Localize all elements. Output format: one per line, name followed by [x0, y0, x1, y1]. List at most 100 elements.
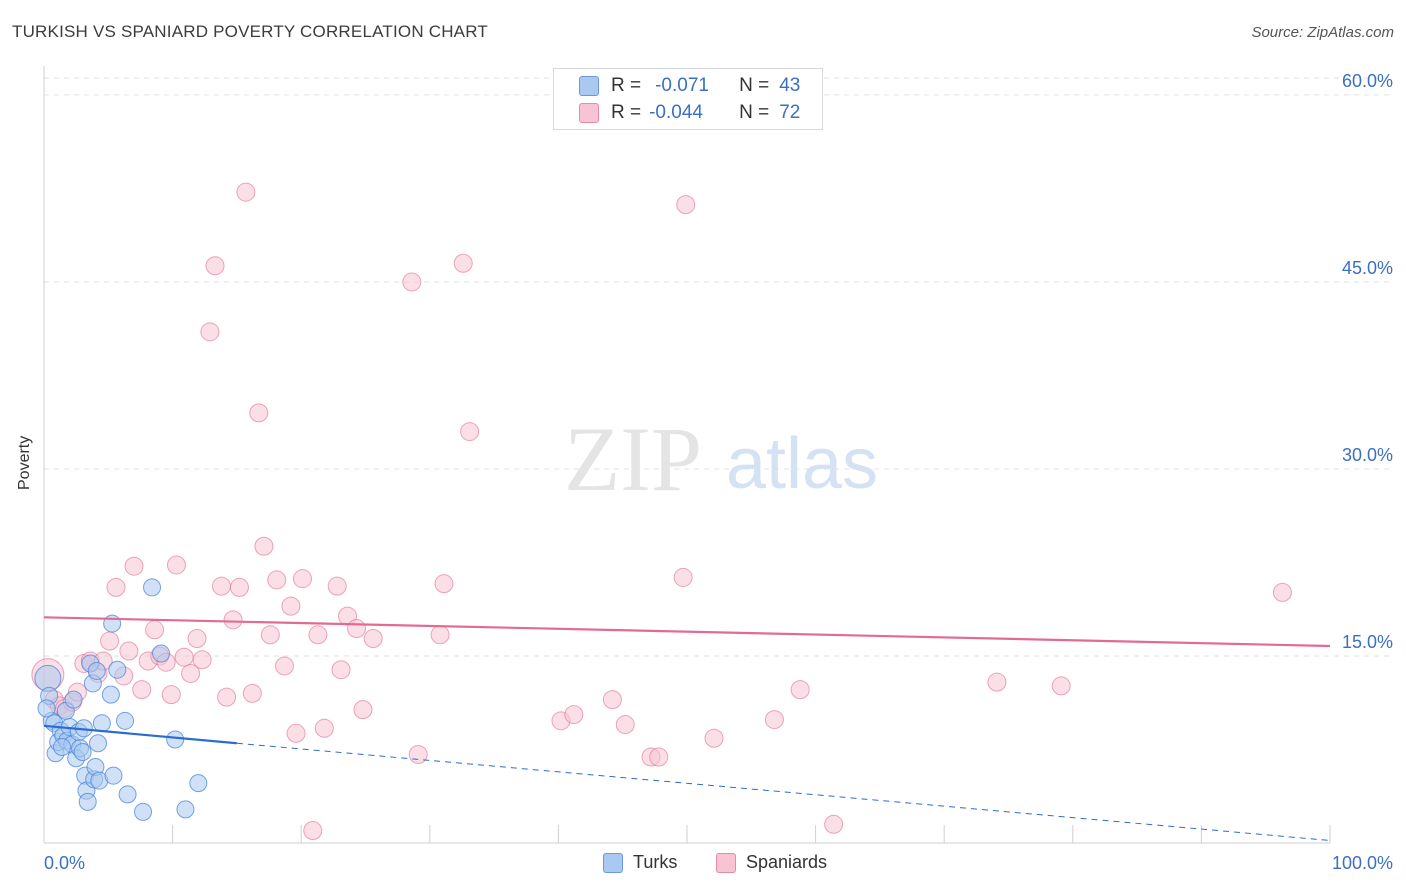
- turks-point: [103, 614, 122, 633]
- legend-r-label: R =: [611, 75, 642, 96]
- legend-n-value: 72: [779, 102, 801, 123]
- y-tick-label: 15.0%: [1342, 632, 1393, 652]
- spaniards-point: [286, 723, 306, 743]
- spaniards-point: [229, 577, 249, 597]
- turks-point: [37, 699, 56, 718]
- spaniards-point: [211, 576, 231, 596]
- watermark-atlas: atlas: [726, 424, 878, 504]
- legend-r-label: R =: [611, 102, 642, 123]
- grid-lines: [44, 77, 1393, 657]
- spaniards-point: [331, 660, 351, 680]
- legend-swatch-turks: [603, 852, 623, 873]
- spaniards-point: [100, 631, 120, 651]
- legend-row-spaniards: R = -0.044 N = 72: [554, 100, 800, 126]
- spaniards-point: [217, 687, 237, 707]
- spaniards-point: [260, 625, 280, 645]
- spaniards-point: [124, 556, 144, 576]
- spaniards-point: [790, 680, 810, 700]
- series-legend: Turks Spaniards: [0, 852, 1406, 878]
- turks-point: [64, 690, 83, 709]
- spaniards-point: [564, 705, 584, 725]
- chart-title: TURKISH VS SPANIARD POVERTY CORRELATION …: [12, 22, 488, 41]
- legend-item-turks[interactable]: Turks: [603, 852, 677, 873]
- x-tick-label: 0.0%: [44, 853, 85, 873]
- legend-n-value: 43: [779, 75, 801, 96]
- correlation-legend: R = -0.071 N = 43 R = -0.044 N = 72: [553, 68, 823, 130]
- tick-labels: 15.0% 30.0% 45.0% 60.0% 0.0% 100.0%: [44, 71, 1393, 873]
- spaniards-point: [453, 253, 473, 273]
- spaniards-point: [353, 700, 373, 720]
- legend-row-turks: R = -0.071 N = 43: [554, 73, 800, 99]
- spaniards-point: [166, 555, 186, 575]
- turks-point: [152, 644, 171, 663]
- spaniards-point: [615, 715, 635, 735]
- turks-point: [104, 766, 123, 785]
- y-tick-label: 60.0%: [1342, 71, 1393, 91]
- spaniards-point: [460, 422, 480, 442]
- spaniards-point: [430, 625, 450, 645]
- turks-point: [78, 792, 97, 811]
- watermark-zip: ZIP: [564, 408, 702, 510]
- spaniards-point: [602, 690, 622, 710]
- turks-point: [101, 685, 120, 704]
- spaniards-point: [1051, 676, 1071, 696]
- y-tick-label: 45.0%: [1342, 258, 1393, 278]
- spaniards-point: [119, 641, 139, 661]
- spaniards-point: [987, 672, 1007, 692]
- turks-point: [92, 714, 111, 733]
- legend-swatch-turks: [579, 76, 599, 96]
- turks-trend-extension: [236, 742, 1331, 842]
- spaniards-point: [106, 577, 126, 597]
- spaniards-point: [145, 620, 165, 640]
- trend-lines: [43, 616, 1331, 842]
- source-note: Source: ZipAtlas.com: [1251, 24, 1394, 41]
- spaniards-point: [236, 182, 256, 202]
- spaniards-point: [408, 744, 428, 764]
- turks-point: [53, 737, 72, 756]
- spaniards-point: [764, 710, 784, 730]
- turks-point: [108, 660, 127, 679]
- turks-point: [87, 661, 106, 680]
- spaniards-point: [281, 596, 301, 616]
- spaniards-trend-line: [43, 616, 1331, 648]
- spaniards-point: [308, 625, 328, 645]
- legend-item-spaniards[interactable]: Spaniards: [716, 852, 827, 873]
- spaniards-point: [824, 814, 844, 834]
- spaniards-point: [267, 570, 287, 590]
- spaniards-point: [673, 567, 693, 587]
- turks-point: [166, 730, 185, 749]
- spaniards-point: [327, 576, 347, 596]
- legend-swatch-spaniards: [716, 852, 736, 873]
- spaniards-point: [649, 747, 669, 767]
- spaniards-point: [174, 647, 194, 667]
- legend-n-label: N =: [739, 102, 770, 123]
- turks-point: [134, 802, 153, 821]
- spaniards-point: [161, 685, 181, 705]
- spaniards-point: [254, 536, 274, 556]
- legend-r-value: -0.044: [649, 102, 703, 123]
- spaniards-point: [132, 680, 152, 700]
- legend-label-turks: Turks: [633, 852, 678, 872]
- spaniards-point: [249, 403, 269, 423]
- legend-n-label: N =: [739, 75, 770, 96]
- watermark: ZIP atlas: [564, 408, 878, 510]
- legend-r-value: -0.071: [655, 75, 709, 96]
- spaniards-point: [200, 322, 220, 342]
- spaniards-point: [223, 610, 243, 630]
- legend-swatch-spaniards: [579, 103, 599, 123]
- turks-point: [176, 800, 195, 819]
- spaniards-point: [274, 656, 294, 676]
- spaniards-point: [181, 663, 201, 683]
- spaniards-point: [187, 629, 207, 649]
- spaniards-point: [292, 569, 312, 589]
- turks-point: [143, 578, 162, 597]
- turks-trend-line: [43, 724, 237, 745]
- turks-point: [118, 785, 137, 804]
- turks-point: [189, 774, 208, 793]
- turks-point: [73, 742, 92, 761]
- turks-point: [116, 711, 135, 730]
- spaniards-point: [402, 272, 422, 292]
- spaniards-point: [242, 683, 262, 703]
- spaniards-point: [704, 728, 724, 748]
